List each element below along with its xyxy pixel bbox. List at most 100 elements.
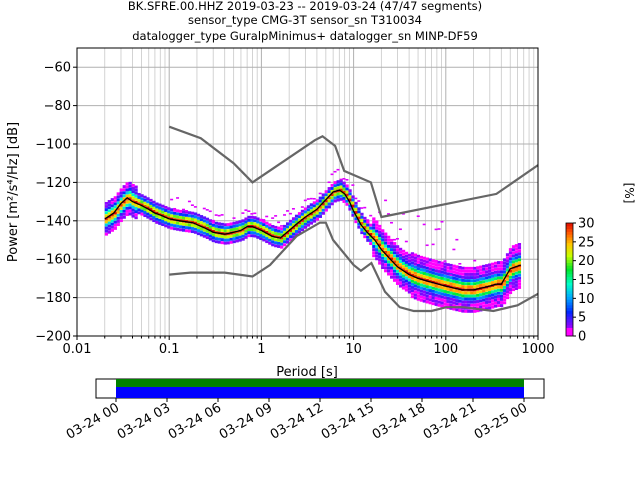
- heatmap-cell: [505, 280, 510, 284]
- heatmap-cell: [116, 195, 120, 199]
- heatmap-cell: [378, 258, 382, 262]
- heatmap-cell: [434, 272, 438, 276]
- heatmap-cell: [413, 290, 418, 294]
- heatmap-cell: [502, 292, 507, 296]
- heatmap-cell: [455, 265, 459, 269]
- heatmap-cell: [440, 273, 444, 277]
- heatmap-cell: [390, 245, 394, 248]
- heatmap-cell: [366, 235, 370, 239]
- heatmap-cell: [410, 252, 415, 256]
- heatmap-cell: [491, 278, 495, 281]
- heatmap-cell: [119, 219, 123, 223]
- heatmap-cell: [428, 301, 432, 305]
- heatmap-cell: [286, 240, 290, 244]
- heatmap-cell: [348, 204, 352, 208]
- noise-model-low: [169, 221, 539, 313]
- heatmap-cell: [125, 182, 129, 186]
- heatmap-cell: [416, 294, 421, 298]
- heatmap-cell: [455, 302, 459, 306]
- heatmap-cell: [214, 240, 218, 244]
- heatmap-cell: [428, 282, 432, 286]
- heatmap-cell: [113, 196, 117, 200]
- heatmap-cell: [113, 199, 117, 203]
- heatmap-cell: [390, 251, 394, 255]
- heatmap-cell: [398, 269, 403, 273]
- timeline-tick-label: 03-24 06: [166, 400, 224, 442]
- heatmap-cell: [416, 257, 421, 261]
- heatmap-cell: [253, 222, 257, 226]
- heatmap-cell: [458, 269, 462, 272]
- heatmap-cell: [119, 206, 123, 210]
- heatmap-cell: [422, 262, 426, 266]
- heatmap-cell: [283, 243, 287, 247]
- heatmap-cell: [440, 261, 444, 265]
- heatmap-cell: [315, 205, 319, 209]
- heatmap-cell: [502, 285, 507, 289]
- heatmap-cell: [193, 230, 198, 234]
- heatmap-cell: [470, 285, 474, 289]
- heatmap-cell: [494, 274, 498, 277]
- heatmap-cell: [372, 232, 376, 236]
- heatmap-cell: [137, 208, 141, 212]
- heatmap-cell: [464, 291, 468, 295]
- timeline-tick-label: 03-24 18: [370, 400, 428, 442]
- heatmap-cell: [395, 269, 400, 273]
- heatmap-cell: [122, 194, 126, 198]
- heatmap-cell: [508, 278, 513, 282]
- heatmap-cell: [137, 205, 141, 209]
- heatmap-cell: [425, 300, 429, 304]
- heatmap-outlier: [214, 214, 218, 216]
- heatmap-cell: [485, 291, 489, 295]
- colorbar-segment: [566, 228, 573, 232]
- heatmap-cell: [410, 295, 415, 299]
- heatmap-cell: [143, 207, 147, 211]
- heatmap-cell: [375, 223, 379, 227]
- heatmap-cell: [431, 259, 435, 263]
- heatmap-cell: [390, 257, 394, 261]
- heatmap-cell: [375, 235, 379, 239]
- heatmap-cell: [505, 259, 510, 263]
- heatmap-outlier: [431, 243, 435, 246]
- heatmap-cell: [110, 201, 114, 205]
- heatmap-cell: [241, 237, 245, 241]
- heatmap-outlier: [357, 200, 361, 202]
- y-tick-label: −120: [35, 176, 71, 191]
- heatmap-outlier: [274, 215, 278, 217]
- heatmap-cell: [449, 282, 453, 286]
- heatmap-cell: [381, 250, 385, 254]
- heatmap-cell: [404, 282, 409, 286]
- heatmap-outlier: [452, 248, 456, 251]
- heatmap-cell: [232, 221, 236, 225]
- heatmap-cell: [511, 245, 516, 249]
- heatmap-cell: [378, 240, 382, 244]
- heatmap-cell: [464, 279, 468, 283]
- heatmap-cell: [155, 202, 159, 206]
- heatmap-cell: [336, 198, 340, 202]
- heatmap-cell: [434, 263, 438, 266]
- heatmap-cell: [268, 235, 272, 239]
- heatmap-cell: [128, 184, 132, 188]
- heatmap-cell: [110, 216, 114, 220]
- heatmap-cell: [437, 297, 441, 301]
- heatmap-cell: [395, 245, 400, 249]
- heatmap-cell: [499, 264, 504, 268]
- heatmap-cell: [470, 291, 474, 295]
- heatmap-cell: [158, 203, 162, 207]
- heatmap-cell: [452, 298, 456, 302]
- colorbar-segment: [566, 285, 573, 289]
- heatmap-cell: [164, 221, 168, 225]
- heatmap-cell: [199, 221, 204, 225]
- heatmap-cell: [158, 218, 162, 222]
- heatmap-cell: [170, 220, 174, 224]
- heatmap-cell: [413, 296, 418, 300]
- heatmap-cell: [354, 207, 358, 211]
- heatmap-cell: [241, 219, 245, 223]
- heatmap-cell: [226, 235, 230, 239]
- heatmap-cell: [312, 201, 317, 205]
- heatmap-cell: [324, 199, 328, 203]
- heatmap-cell: [158, 221, 162, 225]
- timeline-tick-label: 03-24 15: [319, 400, 377, 442]
- heatmap-cell: [431, 283, 435, 287]
- heatmap-cell: [491, 281, 495, 284]
- heatmap-cell: [184, 210, 189, 214]
